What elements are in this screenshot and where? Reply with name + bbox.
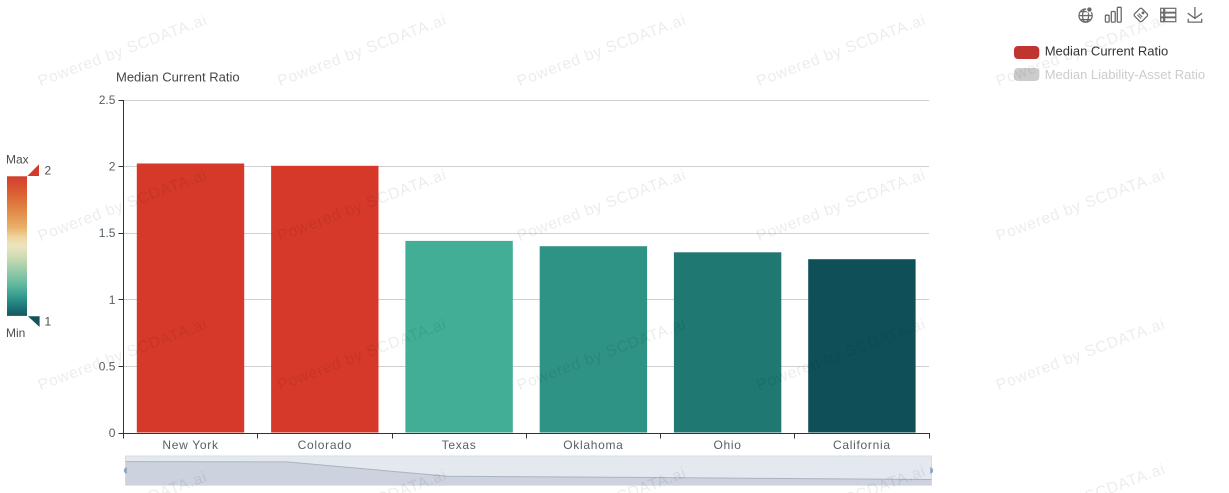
svg-text:Powered by SCDATA.ai: Powered by SCDATA.ai bbox=[275, 12, 449, 91]
svg-text:Powered by SCDATA.ai: Powered by SCDATA.ai bbox=[994, 166, 1168, 245]
svg-text:2.5: 2.5 bbox=[99, 93, 116, 107]
svg-text:2: 2 bbox=[109, 160, 116, 174]
svg-text:Oklahoma: Oklahoma bbox=[563, 438, 623, 452]
svg-text:Median Current Ratio: Median Current Ratio bbox=[1045, 44, 1169, 59]
svg-text:Powered by SCDATA.ai: Powered by SCDATA.ai bbox=[994, 461, 1168, 493]
svg-text:0.5: 0.5 bbox=[99, 360, 116, 374]
svg-text:Colorado: Colorado bbox=[298, 438, 352, 452]
svg-text:Median Liability-Asset Ratio: Median Liability-Asset Ratio bbox=[1045, 67, 1205, 82]
svg-text:Powered by SCDATA.ai: Powered by SCDATA.ai bbox=[754, 12, 928, 91]
svg-text:Powered by SCDATA.ai: Powered by SCDATA.ai bbox=[515, 12, 689, 91]
svg-text:Median Current Ratio: Median Current Ratio bbox=[116, 70, 240, 85]
svg-text:Texas: Texas bbox=[442, 438, 477, 452]
svg-text:California: California bbox=[833, 438, 891, 452]
svg-text:1: 1 bbox=[45, 315, 52, 329]
svg-text:Max: Max bbox=[6, 153, 29, 167]
svg-text:Min: Min bbox=[6, 326, 25, 340]
svg-text:1: 1 bbox=[109, 293, 116, 307]
svg-text:Powered by SCDATA.ai: Powered by SCDATA.ai bbox=[994, 316, 1168, 395]
svg-text:New York: New York bbox=[162, 438, 219, 452]
svg-text:1.5: 1.5 bbox=[99, 226, 116, 240]
svg-text:2: 2 bbox=[45, 164, 52, 178]
svg-text:0: 0 bbox=[109, 426, 116, 440]
svg-text:Ohio: Ohio bbox=[714, 438, 742, 452]
